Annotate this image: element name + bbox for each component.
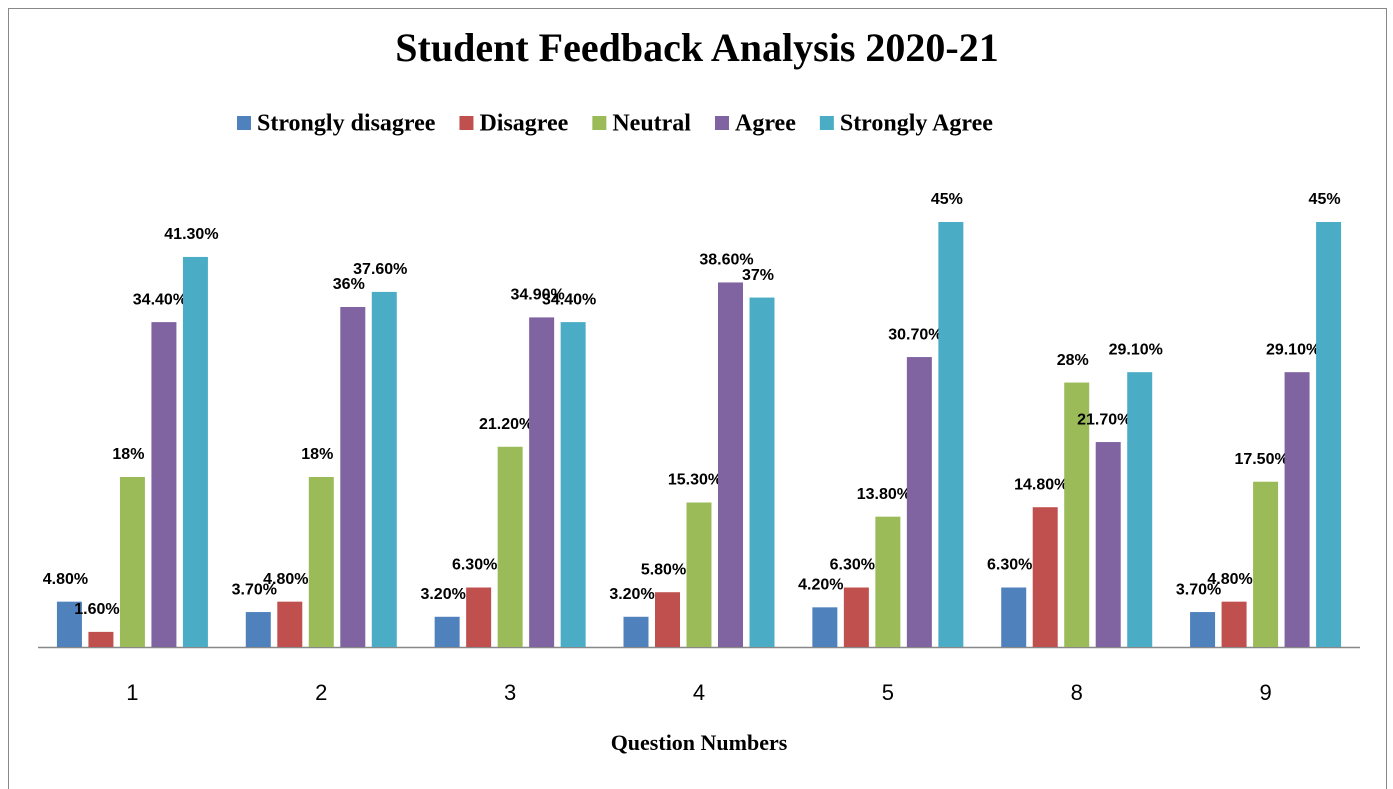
x-tick-label: 2 [315,680,327,705]
value-label: 4.80% [43,571,88,588]
legend-label: Neutral [612,111,691,137]
value-label: 29.10% [1266,341,1320,358]
value-label: 17.50% [1234,451,1288,468]
x-tick-label: 4 [693,680,705,705]
bar [1032,507,1058,647]
chart-frame [8,8,1387,789]
value-label: 13.80% [857,486,911,503]
value-label: 15.30% [668,472,722,489]
legend-label: Disagree [479,111,568,137]
bar [88,631,114,647]
bar [277,601,303,647]
value-label: 45% [1309,191,1341,208]
value-label: 18% [301,446,333,463]
value-label: 3.70% [232,581,277,598]
value-label: 36% [333,276,365,293]
bar [1190,612,1216,647]
legend-swatch [592,116,607,130]
x-tick-label: 8 [1071,680,1083,705]
bar [655,592,680,647]
value-label: 30.70% [888,326,942,343]
bar [308,477,334,647]
value-label: 4.80% [263,571,308,588]
bar [1095,442,1121,647]
value-label: 5.80% [641,561,686,578]
bar [938,222,964,647]
x-tick-label: 3 [504,680,516,705]
value-label: 38.60% [699,252,753,269]
value-label: 21.70% [1077,411,1131,428]
legend-swatch [819,116,834,130]
bar [1127,372,1153,647]
bar [182,256,208,647]
legend-label: Strongly Agree [840,111,993,137]
value-label: 37% [742,267,774,284]
bar [749,297,775,647]
bar [340,307,366,647]
bar [1284,372,1310,647]
value-label: 34.90% [511,287,565,304]
value-label: 14.80% [1014,476,1068,493]
bar [623,616,649,647]
x-axis-label: Question Numbers [611,730,788,755]
bar [466,587,492,647]
legend-label: Agree [735,111,796,137]
value-label: 41.30% [164,226,218,243]
legend-swatch [237,116,251,130]
value-label: 37.60% [353,261,407,278]
value-label: 4.80% [1207,571,1252,588]
legend-swatch [459,116,474,130]
legend-swatch [714,116,729,130]
value-label: 28% [1057,352,1089,369]
bar [560,322,586,647]
bar [497,446,523,647]
value-label: 18% [112,446,144,463]
x-tick-label: 9 [1259,680,1271,705]
value-label: 29.10% [1109,341,1163,358]
value-label: 3.20% [609,586,654,603]
value-label: 6.30% [452,557,497,574]
value-label: 6.30% [987,557,1032,574]
chart-title: Student Feedback Analysis 2020-21 [395,25,998,70]
value-label: 3.70% [1176,581,1221,598]
bar [245,612,271,647]
bar [371,291,397,647]
bar [1316,222,1342,647]
value-label: 4.20% [798,577,843,594]
value-label: 34.40% [133,291,187,308]
legend-label: Strongly disagree [257,111,436,137]
value-label: 45% [931,191,963,208]
value-label: 21.20% [479,416,533,433]
bar [1253,481,1279,647]
bar [875,516,901,647]
bar [843,587,869,647]
value-label: 6.30% [830,557,875,574]
bar [529,317,555,647]
x-tick-label: 1 [126,680,138,705]
bar [718,282,743,647]
bar [119,477,145,647]
x-tick-label: 5 [882,680,894,705]
value-label: 34.40% [542,291,596,308]
value-label: 1.60% [74,601,119,618]
bar [1064,382,1090,647]
bar [434,616,460,647]
value-label: 3.20% [420,586,465,603]
bar [1221,601,1247,647]
bar [56,601,82,647]
bar [1001,587,1027,647]
bar [906,357,932,647]
bar [812,607,838,647]
bar [151,322,177,647]
bar [686,502,712,647]
